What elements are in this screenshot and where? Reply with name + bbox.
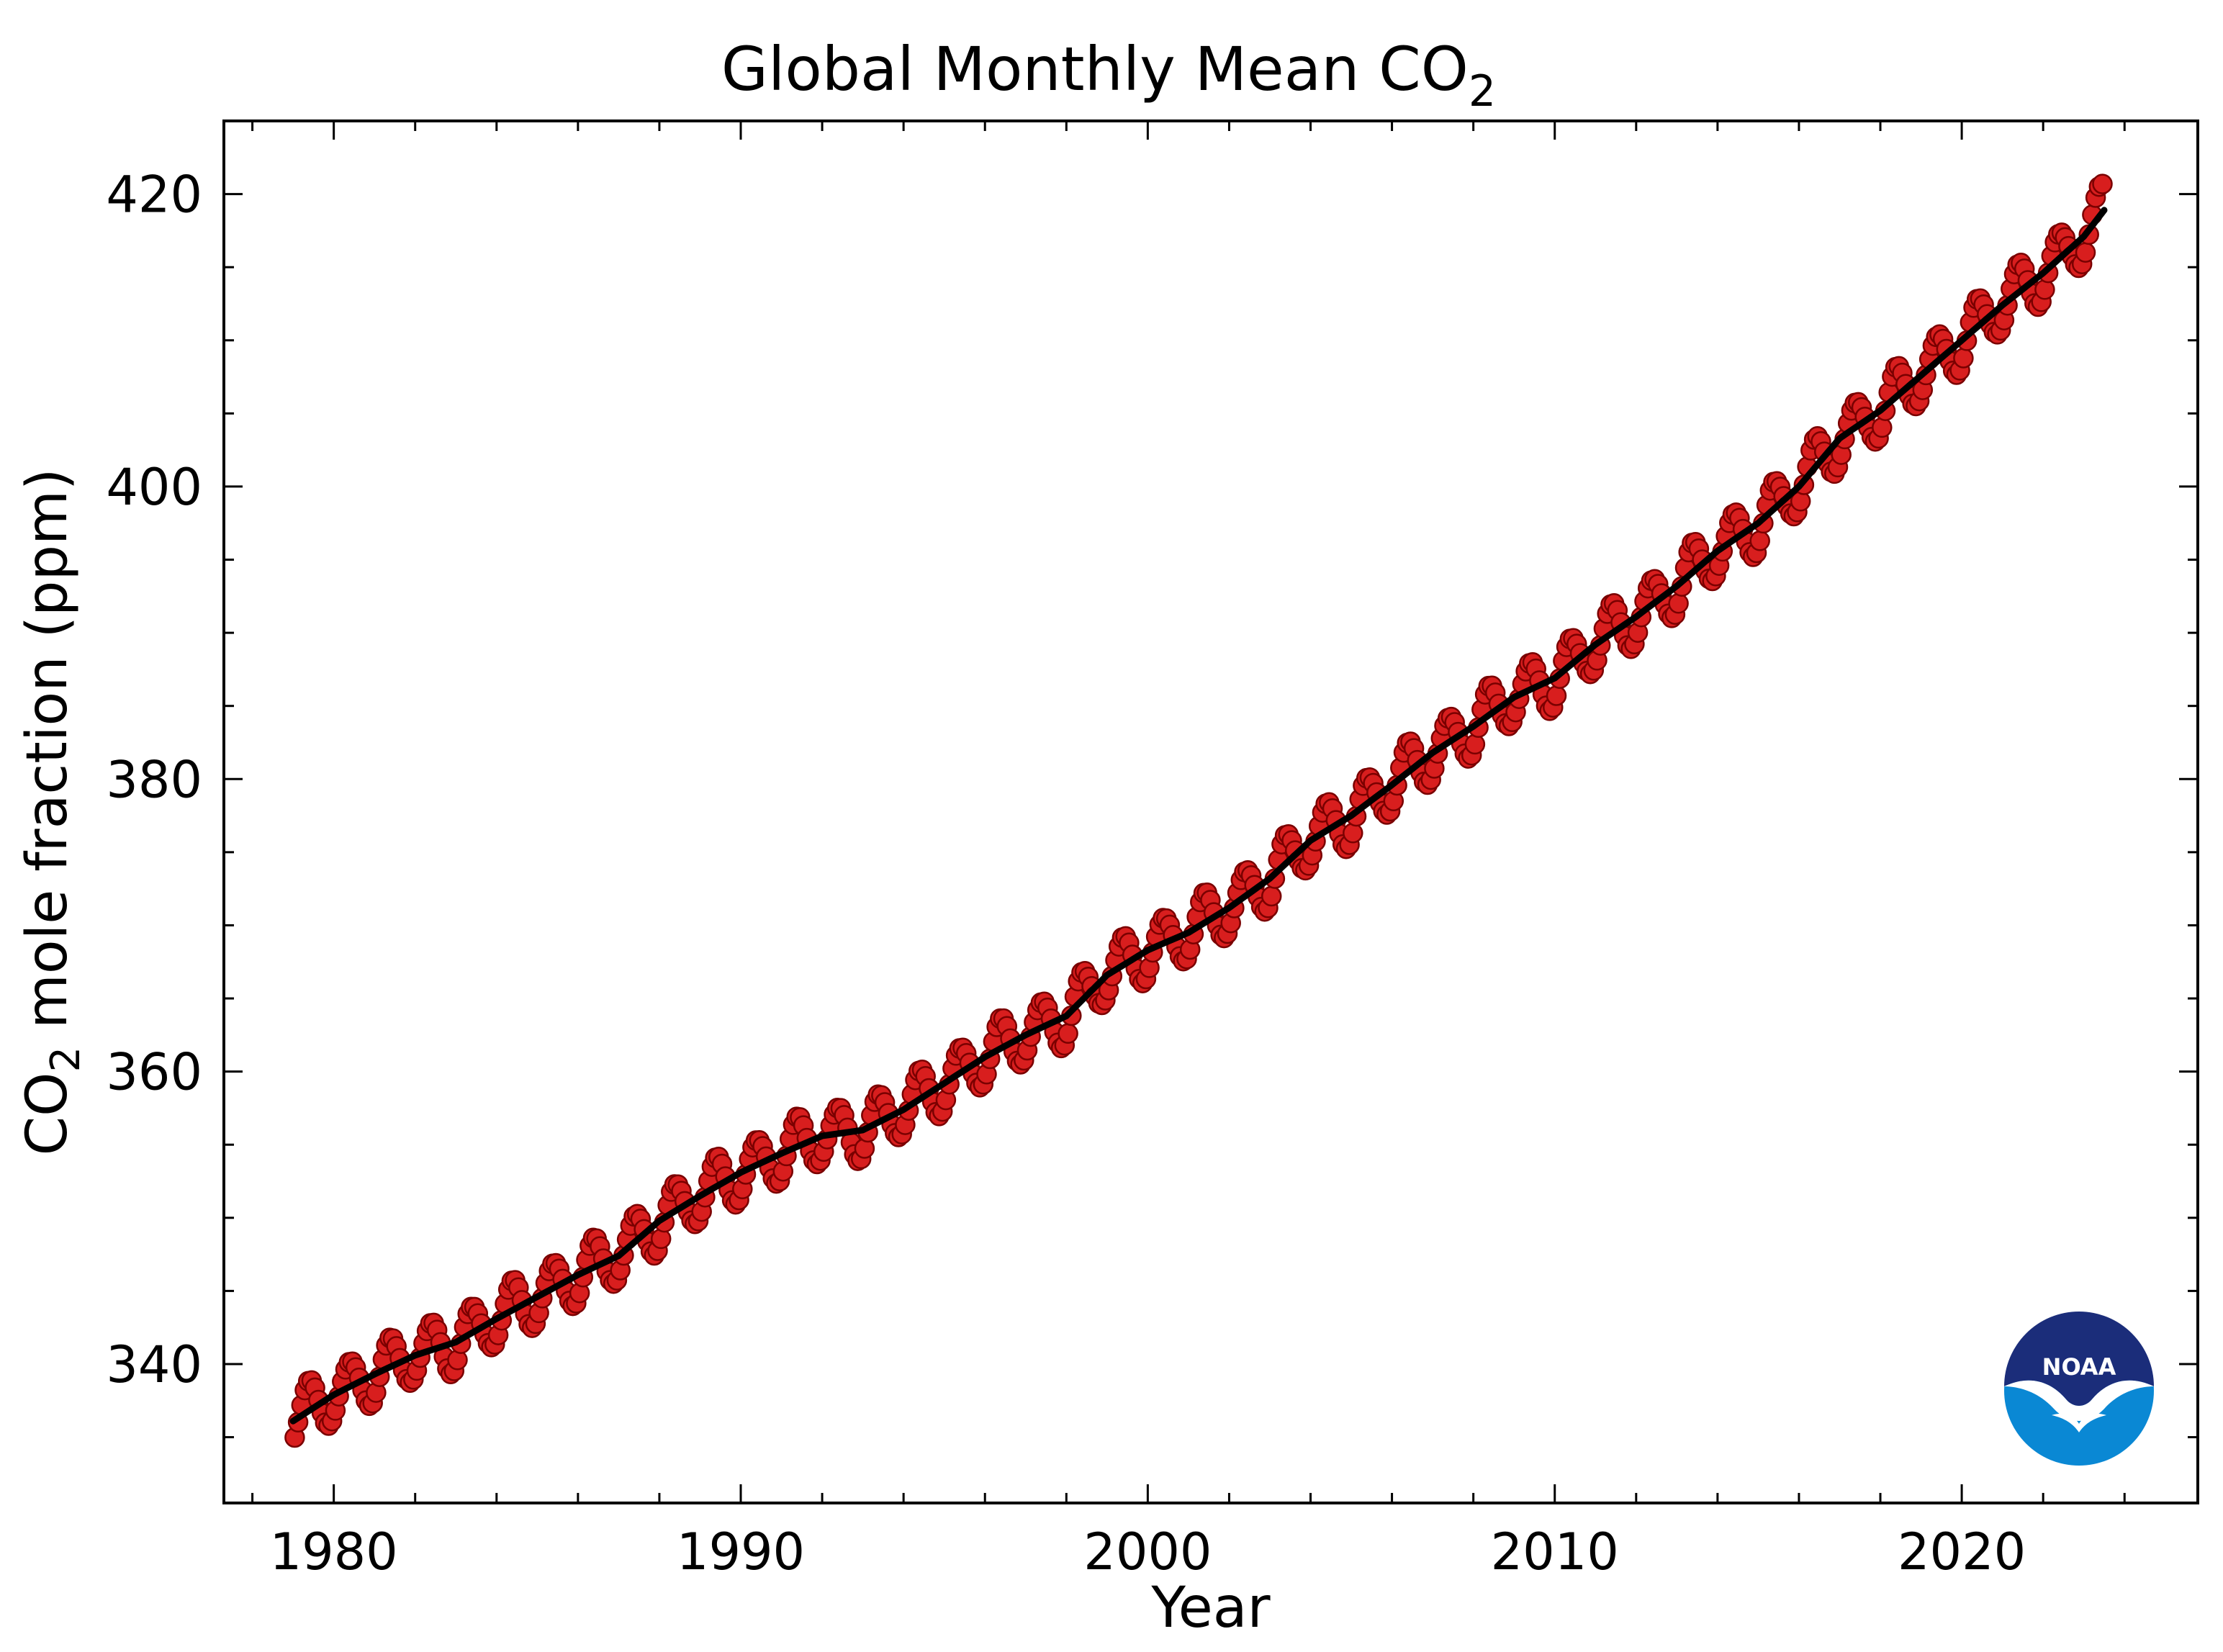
x-axis-label: Year (1150, 1576, 1271, 1640)
x-tick-labels: 1980 1990 2000 2010 2020 (270, 1522, 2026, 1581)
y-tick-label: 400 (106, 458, 202, 517)
monthly-mean-point (1464, 734, 1486, 755)
axis-ticks (224, 119, 2198, 1503)
noaa-logo-sky (2004, 1312, 2154, 1406)
monthly-mean-point (1058, 1023, 1078, 1044)
y-tick-labels: 340 360 380 400 420 (106, 166, 202, 1394)
trend-line (289, 207, 2108, 1425)
monthly-mean-point (1261, 885, 1282, 907)
x-tick-label: 1980 (270, 1522, 398, 1581)
chart-title-subscript: 2 (1469, 66, 1496, 117)
trend-line-group (289, 207, 2108, 1425)
y-tick-label: 420 (106, 166, 202, 225)
monthly-mean-point (2075, 242, 2096, 263)
monthly-mean-point (1546, 685, 1567, 706)
monthly-mean-point (1668, 593, 1689, 614)
monthly-mean-point (1872, 417, 1893, 438)
y-tick-label: 360 (106, 1043, 202, 1102)
monthly-mean-point (1749, 531, 1770, 551)
y-axis-label-prefix: CO (15, 1073, 80, 1156)
monthly-mean-point (2034, 279, 2055, 300)
monthly-mean-point (650, 1228, 672, 1250)
monthly-mean-points (284, 173, 2113, 1448)
y-axis-label-suffix: mole fraction (ppm) (15, 469, 80, 1047)
noaa-logo-wave (2004, 1380, 2154, 1421)
y-axis-label-subscript: 2 (42, 1047, 89, 1073)
chart-title-text: Global Monthly Mean CO (721, 34, 1469, 104)
monthly-mean-point (1343, 823, 1363, 844)
y-axis-label: CO2 mole fraction (ppm) (15, 469, 89, 1156)
monthly-mean-point (2092, 173, 2113, 194)
monthly-mean-point (1953, 348, 1974, 369)
x-tick-label: 2000 (1083, 1522, 1212, 1581)
y-tick-label: 380 (106, 750, 202, 809)
noaa-logo-text: NOAA (2042, 1353, 2116, 1381)
x-tick-label: 2020 (1898, 1522, 2026, 1581)
x-tick-label: 2010 (1491, 1522, 1619, 1581)
chart-title: Global Monthly Mean CO2 (721, 34, 1496, 117)
x-tick-label: 1990 (677, 1522, 805, 1581)
noaa-logo: NOAA (2004, 1312, 2154, 1466)
y-tick-label: 340 (106, 1335, 202, 1394)
noaa-logo-bird-icon (2052, 1413, 2106, 1432)
